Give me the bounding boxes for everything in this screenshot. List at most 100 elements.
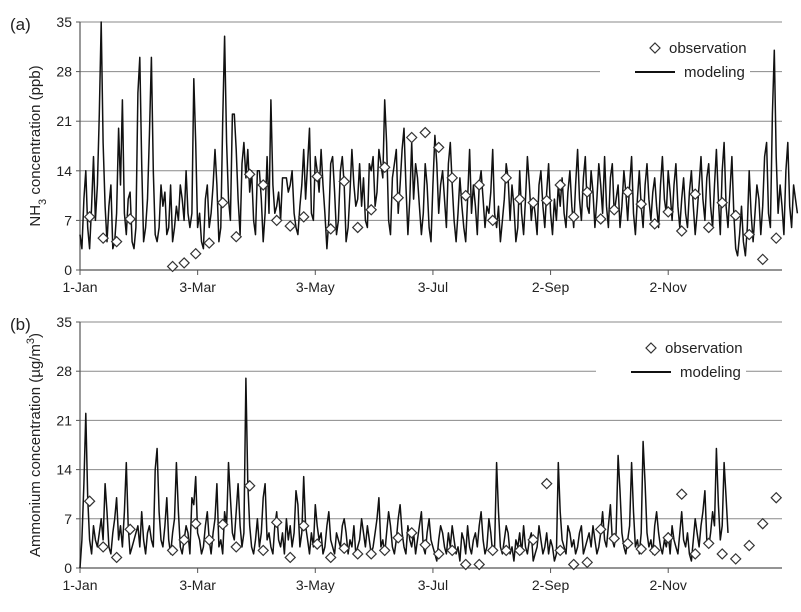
y-axis-title-rest: ) (27, 333, 44, 338)
observation-point (702, 221, 715, 234)
observation-point (621, 186, 634, 198)
observation-point (635, 543, 648, 555)
observation-point (608, 532, 621, 545)
observation-point (770, 491, 783, 504)
observation-point (648, 218, 661, 230)
observation-point (284, 220, 297, 232)
y-axis-title-rest: concentration (ppb) (27, 65, 44, 198)
observation-point (675, 225, 688, 237)
observation-point (216, 196, 229, 209)
y-axis-title-superscript: 3 (25, 338, 37, 344)
panel-label: (b) (10, 315, 31, 334)
legend-observation-marker (649, 42, 661, 54)
observation-point (716, 196, 729, 209)
observation-point (270, 214, 283, 227)
y-tick-label: 35 (56, 314, 72, 330)
y-tick-label: 14 (56, 462, 72, 478)
observation-point (567, 558, 580, 571)
observation-point (486, 214, 499, 227)
modeling-series-line (79, 377, 729, 569)
observation-point (513, 193, 526, 205)
observation-point (675, 488, 688, 501)
legend-observation-label: observation (665, 340, 743, 357)
observation-point (110, 551, 123, 564)
observation-point (486, 544, 499, 557)
observation-point (178, 257, 190, 269)
observation-point (540, 477, 553, 490)
observation-point (83, 495, 96, 508)
y-tick-label: 0 (64, 560, 72, 576)
observation-point (581, 186, 594, 198)
observation-point (97, 541, 109, 553)
observation-point (554, 179, 567, 191)
observation-point (124, 523, 136, 536)
y-tick-label: 14 (56, 163, 72, 179)
observation-point (419, 538, 432, 551)
observation-point (378, 161, 391, 174)
observation-point (594, 523, 607, 536)
observation-point (243, 168, 256, 181)
observation-point (284, 551, 297, 564)
observation-point (446, 544, 459, 557)
observation-point (124, 213, 136, 225)
x-tick-label: 1-Jan (62, 279, 97, 295)
legend-observation-label: observation (669, 40, 747, 57)
observation-point (743, 228, 756, 241)
y-tick-label: 7 (64, 511, 72, 527)
y-axis-title-main: Ammonium concentration (µg/m (27, 344, 44, 557)
observation-point (324, 223, 337, 235)
observation-point (527, 196, 540, 209)
observation-point (189, 247, 202, 260)
observation-point (338, 175, 351, 188)
observation-point (473, 558, 486, 571)
x-tick-label: 2-Nov (650, 577, 687, 593)
observation-point (635, 198, 648, 210)
observation-point (662, 206, 675, 218)
observation-point (203, 237, 216, 249)
observation-point (662, 531, 675, 544)
observation-point (756, 517, 769, 530)
x-tick-label: 2-Nov (650, 279, 687, 295)
observation-point (311, 538, 324, 550)
observation-point (554, 544, 567, 557)
observation-point (770, 232, 783, 244)
x-tick-label: 2-Sep (532, 279, 570, 295)
observation-point (500, 544, 513, 557)
y-axis-title: Ammonium concentration (µg/m3) (25, 333, 44, 557)
y-axis-title-subscript: 3 (37, 199, 49, 205)
observation-point (97, 232, 109, 244)
observation-point (405, 131, 418, 144)
observation-point (689, 548, 702, 560)
panel-b: 0 7 14 21 28 35 1-Jan 3-Mar 3-May 3-Jul 2-Sep 2-Nov… (10, 314, 783, 593)
legend-box (596, 334, 746, 384)
panel-a: 0 7 14 21 28 35 1-Jan 3-Mar 3-May 3-Jul 2-Sep 2-Nov… (10, 14, 799, 295)
observation-point (729, 209, 742, 222)
x-tick-label: 3-Jul (418, 279, 448, 295)
observation-point (324, 551, 337, 564)
observation-point (243, 479, 256, 492)
observation-point (166, 260, 179, 273)
observation-point (365, 548, 378, 560)
y-tick-label: 21 (56, 412, 72, 428)
y-tick-label: 35 (56, 14, 72, 30)
x-tick-label: 3-May (296, 279, 335, 295)
observation-point (540, 194, 553, 207)
legend-modeling-label: modeling (684, 64, 745, 81)
observation-point (230, 541, 243, 553)
observation-point (567, 211, 580, 223)
observation-point (446, 172, 459, 184)
observation-point (459, 189, 472, 202)
observation-point (689, 188, 702, 201)
observation-point (110, 235, 123, 248)
observation-point (257, 179, 270, 191)
y-axis-title: NH3 concentration (ppb) (27, 65, 49, 226)
observation-point (178, 534, 190, 546)
x-tick-label: 3-Mar (179, 577, 216, 593)
y-tick-label: 28 (56, 64, 72, 80)
y-tick-label: 28 (56, 363, 72, 379)
observation-point (621, 537, 634, 550)
observation-point (351, 548, 364, 560)
observation-point (257, 544, 270, 557)
observation-point (527, 534, 540, 546)
y-tick-label: 0 (64, 262, 72, 278)
